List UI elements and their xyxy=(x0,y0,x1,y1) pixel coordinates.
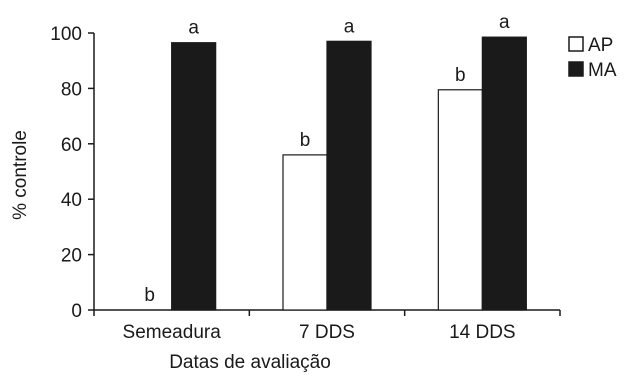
legend-swatch-ap xyxy=(568,36,584,52)
y-tick-label: 100 xyxy=(50,24,82,45)
y-tick-label: 80 xyxy=(61,79,82,100)
bar-ap xyxy=(282,154,328,311)
y-axis-title: % controle xyxy=(10,130,31,220)
legend-label: AP xyxy=(588,35,613,56)
x-axis-title: Datas de avaliação xyxy=(169,352,331,373)
legend: AP MA xyxy=(568,35,617,81)
bars xyxy=(171,36,527,311)
bar-ap xyxy=(437,89,483,311)
y-axis: 0 20 40 60 80 100 xyxy=(50,24,95,322)
significance-letter: b xyxy=(144,285,155,306)
y-tick-label: 0 xyxy=(71,301,82,322)
significance-labels: b a b a b a xyxy=(144,12,510,306)
significance-letter: b xyxy=(300,130,311,151)
x-axis: Semeadura 7 DDS 14 DDS xyxy=(93,309,561,343)
legend-label: MA xyxy=(588,60,617,81)
significance-letter: a xyxy=(344,16,355,37)
bar-ma xyxy=(481,36,527,311)
significance-letter: a xyxy=(499,12,510,33)
y-tick-label: 60 xyxy=(61,135,82,156)
bar-ma xyxy=(326,40,372,311)
legend-swatch-ma xyxy=(568,61,584,77)
y-tick-label: 40 xyxy=(61,190,82,211)
bar-ma xyxy=(171,42,217,311)
x-tick-label: 7 DDS xyxy=(299,322,355,343)
x-tick-label: Semeadura xyxy=(123,322,222,343)
y-tick-label: 20 xyxy=(61,246,82,267)
x-tick-label: 14 DDS xyxy=(449,322,516,343)
significance-letter: b xyxy=(455,65,466,86)
significance-letter: a xyxy=(188,18,199,39)
